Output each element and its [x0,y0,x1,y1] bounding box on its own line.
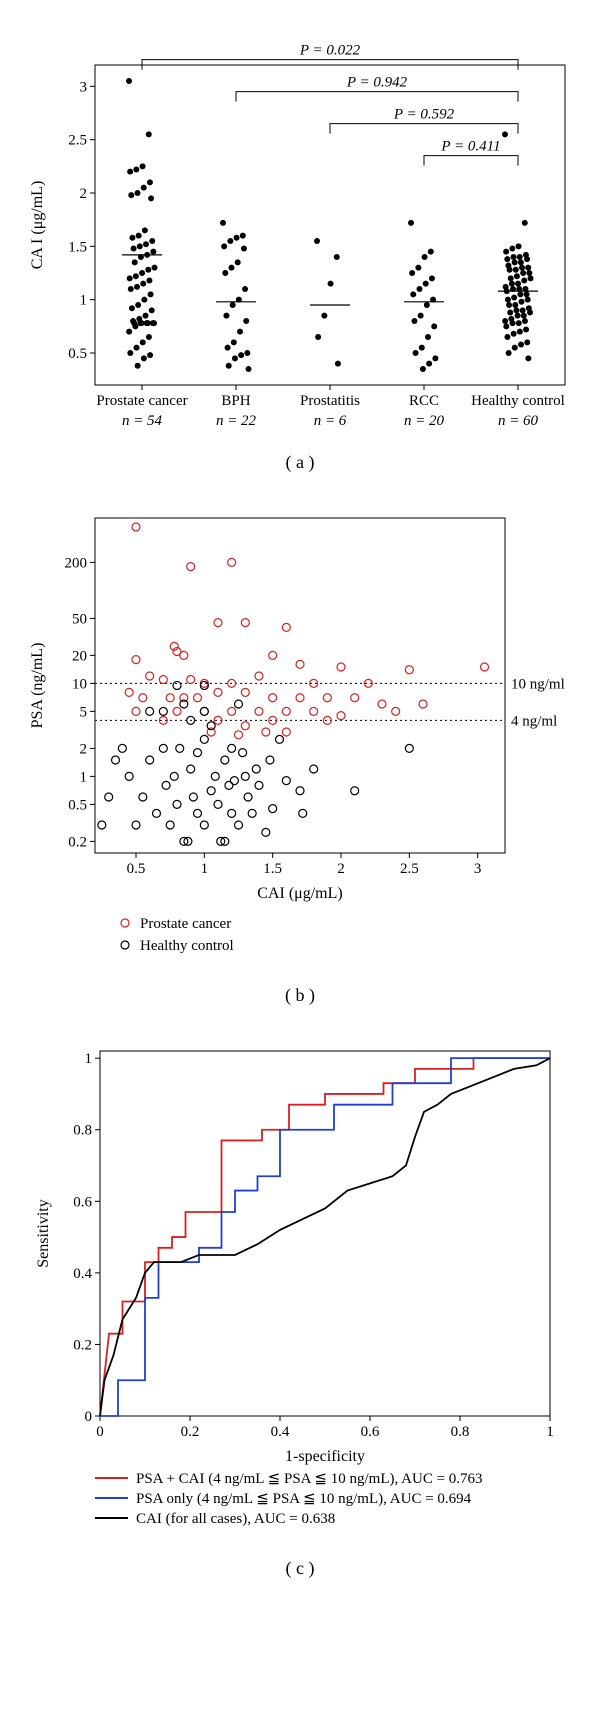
svg-text:0.8: 0.8 [451,1424,470,1440]
svg-text:2: 2 [80,186,88,202]
svg-text:0.2: 0.2 [68,834,87,850]
svg-text:50: 50 [72,611,87,627]
svg-text:BPH: BPH [221,393,250,409]
scatter-plot-b: 0.5 1 1.5 2 2.5 3 0.2 0.5 1 2 5 10 20 50 200 CAI (μg/mL… [20,503,580,973]
svg-text:1: 1 [546,1424,554,1440]
svg-text:0: 0 [96,1424,104,1440]
svg-text:0.5: 0.5 [68,346,87,362]
svg-text:n = 54: n = 54 [122,413,163,429]
svg-text:20: 20 [72,648,87,664]
svg-text:Healthy control: Healthy control [140,938,234,954]
svg-text:0.6: 0.6 [73,1194,92,1210]
svg-text:PSA + CAI (4 ng/mL ≦ PSA ≦ 10: PSA + CAI (4 ng/mL ≦ PSA ≦ 10 ng/mL), AU… [136,1471,483,1487]
strip-plot-a: 0.5 1 1.5 2 2.5 3 CA I (μg/mL) Prostate cancer n… [20,10,580,440]
svg-text:0.4: 0.4 [271,1424,290,1440]
svg-text:RCC: RCC [409,393,439,409]
svg-text:P = 0.942: P = 0.942 [346,75,408,91]
svg-text:Prostate cancer: Prostate cancer [96,393,187,409]
panel-c: 0 0.2 0.4 0.6 0.8 1 0 0.2 0.4 0.6 0.8 1 1-specificit… [20,1036,580,1579]
svg-text:5: 5 [80,704,88,720]
svg-text:4 ng/ml: 4 ng/ml [511,713,557,729]
svg-text:PSA only (4 ng/mL ≦ PSA ≦ 10 n: PSA only (4 ng/mL ≦ PSA ≦ 10 ng/mL), AUC… [136,1491,472,1507]
panel-b-label: ( b ) [20,985,580,1006]
svg-text:Sensitivity: Sensitivity [35,1199,52,1267]
svg-text:10: 10 [72,676,87,692]
svg-text:Prostatitis: Prostatitis [300,393,360,409]
svg-text:1: 1 [201,861,209,877]
svg-text:Prostate cancer: Prostate cancer [140,916,231,932]
svg-text:0.4: 0.4 [73,1266,92,1282]
svg-text:1.5: 1.5 [263,861,282,877]
svg-text:10 ng/ml: 10 ng/ml [511,676,565,692]
svg-text:0: 0 [85,1409,93,1425]
svg-text:1: 1 [80,293,88,309]
svg-text:1: 1 [80,769,88,785]
svg-text:n = 60: n = 60 [498,413,539,429]
svg-text:n = 6: n = 6 [314,413,347,429]
svg-text:n = 20: n = 20 [404,413,445,429]
panel-b: 0.5 1 1.5 2 2.5 3 0.2 0.5 1 2 5 10 20 50 200 CAI (μg/mL… [20,503,580,1006]
svg-text:CAI (for all cases), AUC = 0.: CAI (for all cases), AUC = 0.638 [136,1511,335,1527]
svg-text:2: 2 [337,861,345,877]
svg-text:0.5: 0.5 [68,797,87,813]
svg-text:P = 0.022: P = 0.022 [299,43,361,59]
svg-text:PSA (ng/mL): PSA (ng/mL) [29,643,46,729]
panel-a: 0.5 1 1.5 2 2.5 3 CA I (μg/mL) Prostate cancer n… [20,10,580,473]
svg-text:0.2: 0.2 [73,1337,92,1353]
roc-plot-c: 0 0.2 0.4 0.6 0.8 1 0 0.2 0.4 0.6 0.8 1 1-specificit… [20,1036,580,1546]
svg-text:2.5: 2.5 [68,133,87,149]
svg-text:2.5: 2.5 [400,861,419,877]
svg-text:P = 0.411: P = 0.411 [440,139,500,155]
svg-text:CA I (μg/mL): CA I (μg/mL) [29,181,46,270]
svg-text:3: 3 [80,79,88,95]
svg-text:0.8: 0.8 [73,1123,92,1139]
svg-text:1-specificity: 1-specificity [285,1448,365,1465]
svg-text:3: 3 [474,861,482,877]
svg-text:Healthy control: Healthy control [471,393,565,409]
panel-a-label: ( a ) [20,452,580,473]
svg-text:2: 2 [80,741,88,757]
svg-text:1.5: 1.5 [68,239,87,255]
svg-text:1: 1 [85,1051,93,1067]
svg-text:0.2: 0.2 [181,1424,200,1440]
svg-text:P = 0.592: P = 0.592 [393,107,455,123]
svg-text:200: 200 [65,555,88,571]
panel-c-label: ( c ) [20,1558,580,1579]
svg-text:n = 22: n = 22 [216,413,257,429]
svg-text:0.5: 0.5 [127,861,146,877]
svg-text:CAI (μg/mL): CAI (μg/mL) [257,885,342,902]
svg-text:0.6: 0.6 [361,1424,380,1440]
